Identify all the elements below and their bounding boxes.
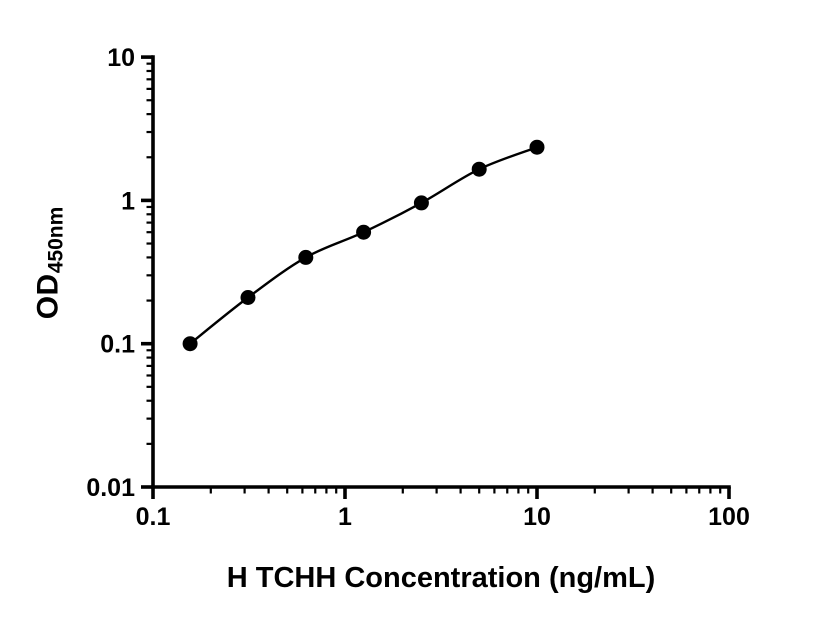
x-axis-title: H TCHH Concentration (ng/mL) <box>226 562 656 594</box>
x-tick-label: 100 <box>708 503 750 531</box>
y-tick-label: 10 <box>107 44 135 72</box>
y-axis-title: OD450nm <box>32 207 69 320</box>
standard-curve-line <box>189 146 538 345</box>
data-point <box>182 336 198 352</box>
x-tick-label: 1 <box>338 503 352 531</box>
data-point <box>529 139 545 155</box>
data-point <box>240 290 256 305</box>
data-point <box>471 161 487 177</box>
x-tick-label: 0.1 <box>136 503 171 531</box>
y-tick-label: 0.1 <box>100 331 135 359</box>
x-tick-label: 10 <box>523 503 551 531</box>
y-tick-label: 1 <box>121 187 135 215</box>
y-tick-label: 0.01 <box>86 474 135 502</box>
data-point <box>356 224 372 240</box>
y-axis-title-subscript: 450nm <box>44 206 68 274</box>
data-point <box>298 249 314 265</box>
data-point <box>413 195 429 211</box>
y-axis-title-main: OD <box>31 273 65 320</box>
